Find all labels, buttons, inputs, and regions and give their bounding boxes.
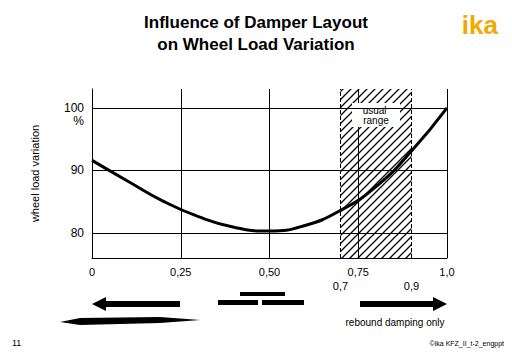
svg-text:90: 90 bbox=[71, 163, 85, 177]
svg-text:range: range bbox=[363, 115, 389, 126]
svg-text:wheel load variation: wheel load variation bbox=[29, 125, 41, 223]
svg-text:Influence of Damper Layout: Influence of Damper Layout bbox=[144, 13, 368, 32]
svg-text:0,75: 0,75 bbox=[348, 266, 369, 278]
svg-text:0,9: 0,9 bbox=[404, 280, 419, 292]
svg-text:usual: usual bbox=[362, 104, 390, 116]
svg-text:100: 100 bbox=[64, 101, 84, 115]
svg-text:0,7: 0,7 bbox=[333, 280, 348, 292]
svg-text:0: 0 bbox=[89, 266, 95, 278]
svg-text:ika: ika bbox=[462, 10, 499, 40]
svg-text:%: % bbox=[73, 114, 84, 128]
svg-text:11: 11 bbox=[12, 338, 21, 348]
svg-text:on Wheel Load Variation: on Wheel Load Variation bbox=[157, 35, 354, 54]
svg-text:80: 80 bbox=[71, 226, 85, 240]
svg-text:0,25: 0,25 bbox=[170, 266, 191, 278]
svg-text:1,0: 1,0 bbox=[439, 266, 454, 278]
svg-text:©ika KFZ_II_t-2_engppt: ©ika KFZ_II_t-2_engppt bbox=[430, 340, 504, 348]
svg-text:0,50: 0,50 bbox=[259, 266, 280, 278]
svg-text:rebound damping only: rebound damping only bbox=[346, 317, 445, 328]
